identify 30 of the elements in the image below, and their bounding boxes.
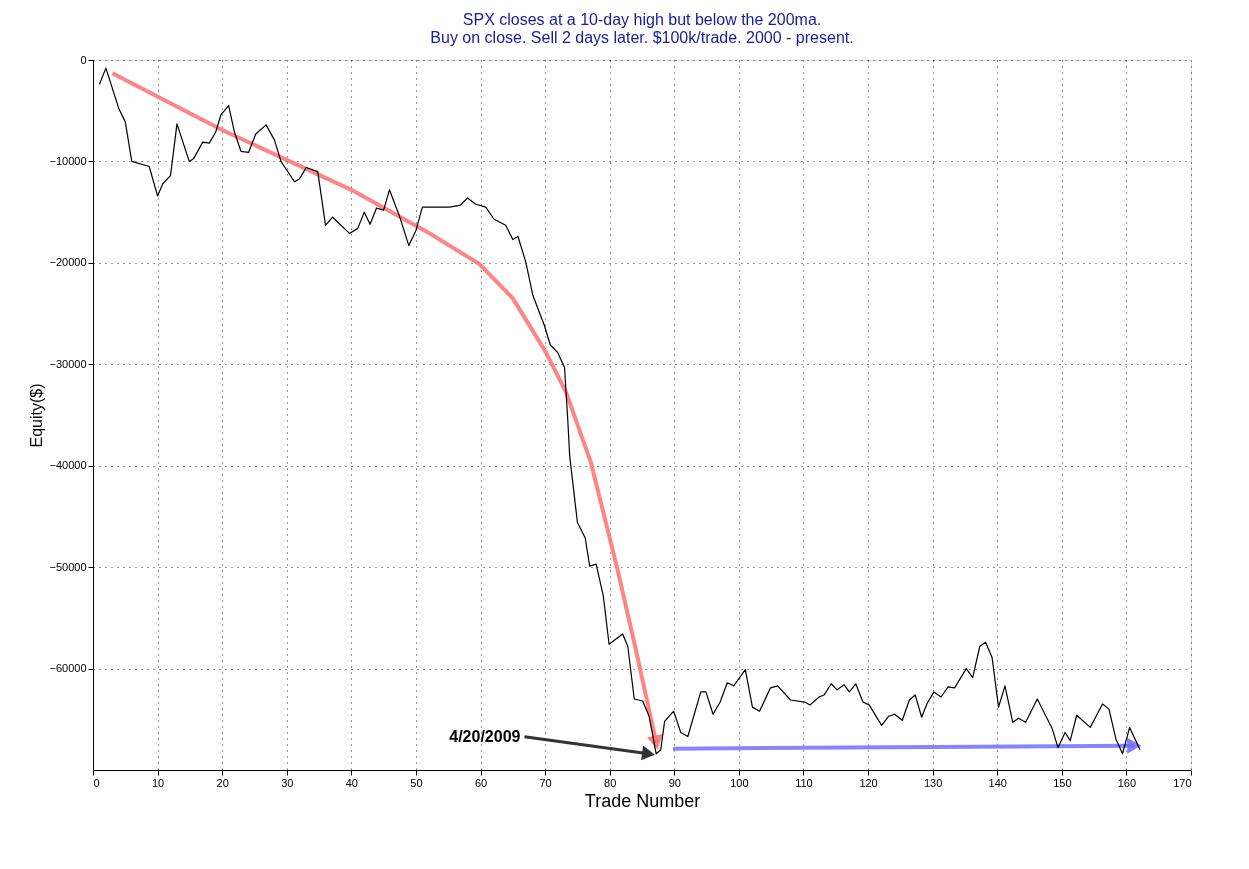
x-tick-label: 30 [281, 776, 294, 789]
x-tick-label: 110 [795, 776, 813, 789]
text: Buy on close. Sell 2 days later. $100k/trade. 2000 - present. [430, 29, 854, 46]
x-axis-title: Trade Number [584, 790, 701, 811]
x-tick-label: 10 [151, 776, 165, 789]
x-tick-label: 60 [474, 776, 488, 789]
x-tick-label: 50 [410, 776, 423, 789]
y-tick-label: −20000 [49, 256, 87, 269]
x-tick-label: 0 [93, 776, 100, 789]
x-tick-label: 90 [668, 776, 681, 789]
x-tick-label: 120 [859, 776, 878, 789]
x-tick-label: 100 [730, 776, 749, 789]
x-tick-label: 130 [923, 776, 943, 789]
y-tick-label: −40000 [49, 459, 87, 472]
x-tick-label: 160 [1117, 776, 1137, 789]
x-tick-label: 70 [539, 776, 552, 789]
x-tick-label: 40 [345, 776, 358, 789]
text: SPX closes at a 10-day high but below the 200ma. [462, 11, 822, 28]
annotation: 4/20/2009 [449, 727, 521, 745]
x-tick-label: 170 [1173, 776, 1192, 789]
y-tick-label: −10000 [49, 154, 87, 167]
y-axis-title: Equity($) [28, 383, 46, 448]
y-tick-label: 0 [80, 53, 87, 66]
x-tick-label: 140 [988, 776, 1007, 789]
y-tick-label: −50000 [49, 560, 87, 573]
x-tick-label: 80 [604, 776, 617, 789]
x-tick-label: 150 [1053, 776, 1072, 789]
y-tick-label: −30000 [49, 357, 87, 370]
y-tick-label: −60000 [49, 662, 87, 675]
x-tick-label: 20 [216, 776, 229, 789]
